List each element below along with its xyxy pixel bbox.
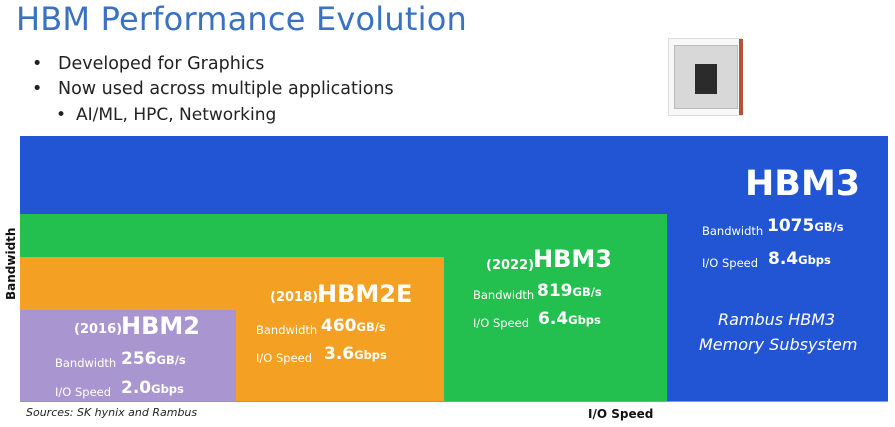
source-note: Sources: SK hynix and Rambus [26,406,198,419]
hbm2e-io-value: 3.6Gbps [324,344,387,364]
bullet-text: AI/ML, HPC, Networking [76,105,277,125]
hbm3-rambus-bandwidth-value: 1075GB/s [767,216,844,236]
hbm2e-year: (2018) [270,290,319,305]
x-axis-line [20,401,888,402]
hbm3-2022-bandwidth-value: 819GB/s [537,281,602,301]
rambus-caption-line1: Rambus HBM3 [718,310,836,329]
bullet-dot-icon: • [32,79,43,99]
hbm2-io-value: 2.0Gbps [121,378,184,398]
page-title: HBM Performance Evolution [16,0,467,38]
hbm2e-name: HBM2E [317,280,413,308]
bullet-dot-icon: • [32,54,43,74]
hbm2-name: HBM2 [121,312,200,340]
hbm2-bandwidth-value: 256GB/s [121,349,186,369]
hbm2e-bandwidth-value: 460GB/s [321,316,386,336]
y-axis-label: Bandwidth [4,227,18,300]
rambus-caption-line2: Memory Subsystem [699,335,858,354]
hbm2-year: (2016) [74,322,123,337]
hbm3-rambus-io-value: 8.4Gbps [768,249,831,269]
hbm3-rambus-bandwidth-label: Bandwidth [702,224,764,238]
hbm3-2022-year: (2022) [486,258,535,273]
bullet-text: Developed for Graphics [58,54,265,74]
hbm2e-io-label: I/O Speed [256,351,313,365]
bullet-dot-icon: • [56,105,67,125]
hbm3-rambus-name: HBM3 [745,164,861,204]
hbm2-io-label: I/O Speed [55,385,112,399]
hbm-chip-package-icon [668,38,743,116]
hbm3-rambus-io-label: I/O Speed [702,256,759,270]
hbm2-block [20,310,236,401]
bullet-text: Now used across multiple applications [58,79,394,99]
hbm2e-bandwidth-label: Bandwidth [256,323,318,337]
x-axis-label: I/O Speed [588,407,654,421]
hbm3-2022-bandwidth-label: Bandwidth [473,288,535,302]
hbm3-2022-io-value: 6.4Gbps [538,309,601,329]
hbm3-2022-io-label: I/O Speed [473,316,530,330]
hbm3-2022-name: HBM3 [533,245,612,273]
hbm2-bandwidth-label: Bandwidth [55,356,117,370]
